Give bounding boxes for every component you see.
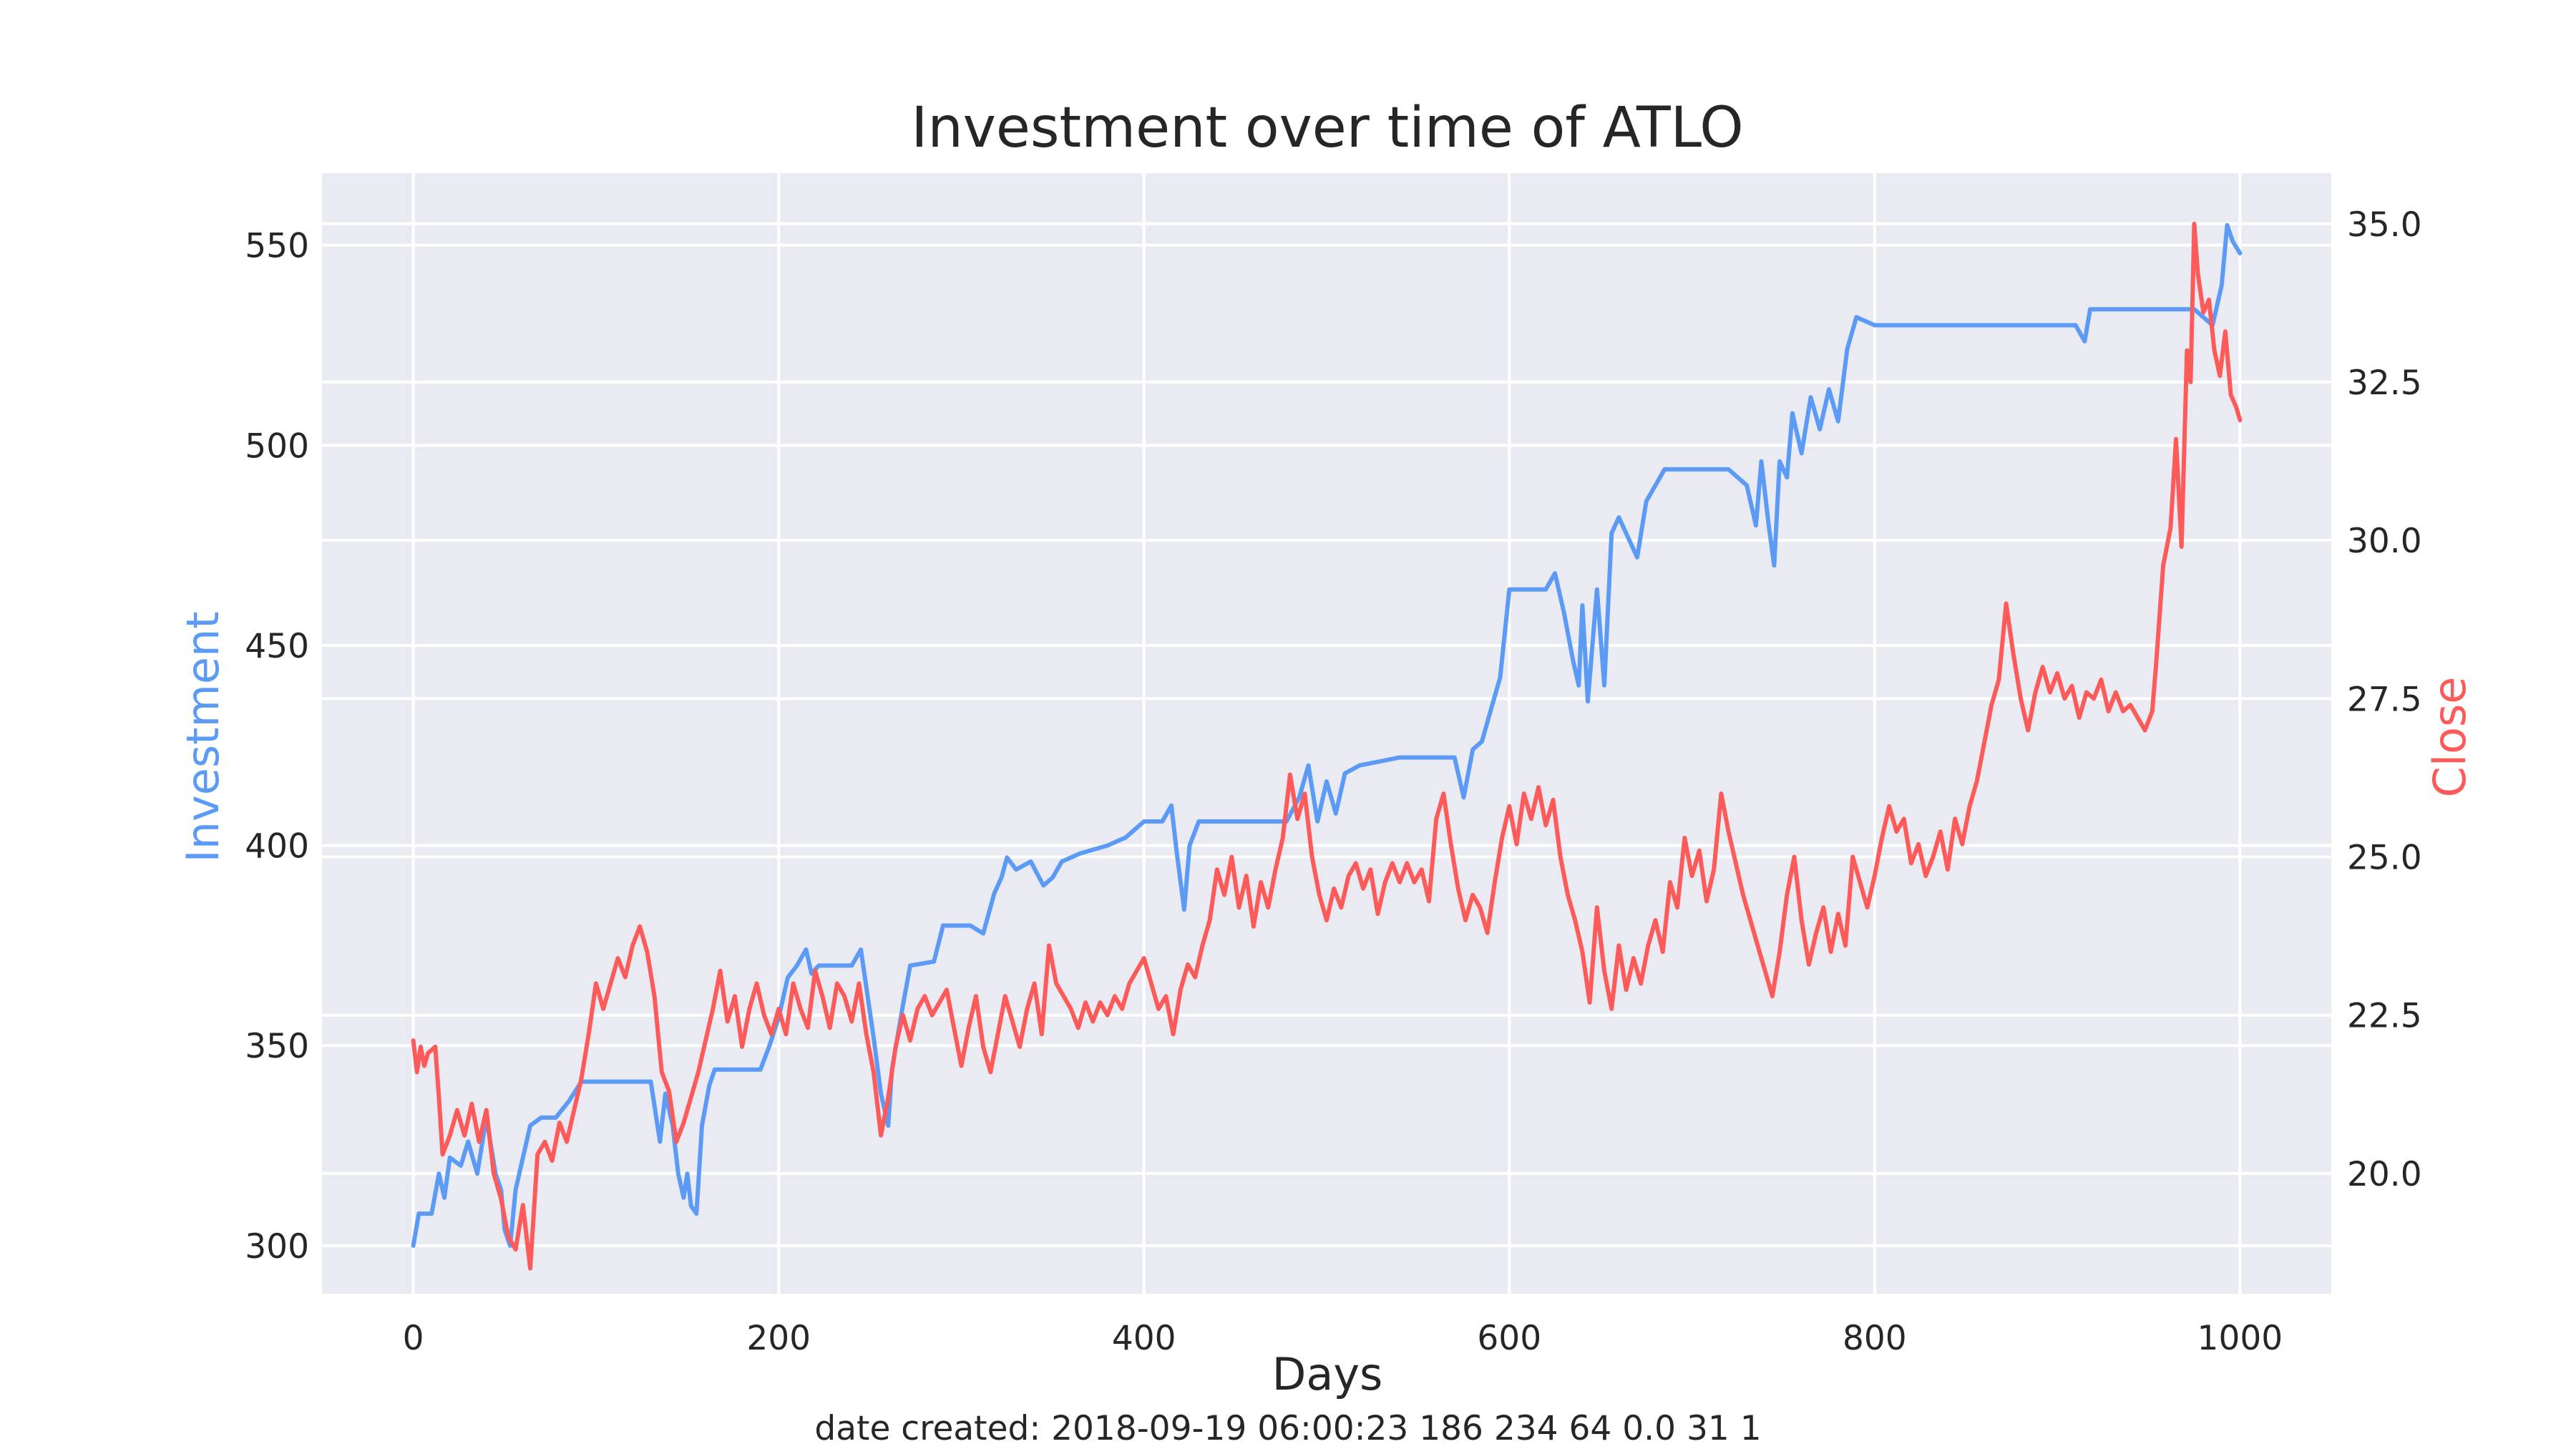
series-line-close <box>411 221 2243 1271</box>
x-tick-label: 600 <box>1477 1319 1541 1358</box>
series-line-investment <box>411 223 2243 1248</box>
plot-area <box>322 173 2331 1294</box>
left-tick-label: 300 <box>245 1227 309 1267</box>
right-tick-label: 32.5 <box>2347 364 2422 403</box>
x-tick-label: 200 <box>746 1319 811 1358</box>
right-tick-label: 35.0 <box>2347 205 2422 245</box>
right-tick-label: 27.5 <box>2347 680 2422 719</box>
x-tick-label: 400 <box>1112 1319 1176 1358</box>
footer-note: date created: 2018-09-19 06:00:23 186 23… <box>814 1409 1761 1448</box>
x-tick-labels: 0 200 400 600 800 1000 <box>403 1319 2283 1358</box>
x-tick-label: 800 <box>1843 1319 1907 1358</box>
left-tick-label: 350 <box>245 1027 309 1066</box>
right-tick-label: 30.0 <box>2347 522 2422 561</box>
x-tick-label: 1000 <box>2197 1319 2283 1358</box>
right-tick-label: 20.0 <box>2347 1155 2422 1194</box>
chart-title: Investment over time of ATLO <box>911 96 1743 160</box>
y-axis-label-right: Close <box>2424 677 2476 798</box>
y-axis-label-left: Investment <box>177 611 229 862</box>
left-tick-label: 550 <box>245 227 309 266</box>
left-tick-label: 500 <box>245 426 309 466</box>
x-axis-label: Days <box>1272 1348 1383 1400</box>
right-tick-label: 25.0 <box>2347 839 2422 878</box>
x-tick-label: 0 <box>403 1319 424 1358</box>
x-gridlines <box>411 173 2242 1294</box>
left-tick-labels: 300 350 400 450 500 550 <box>245 227 309 1267</box>
y-gridlines <box>322 222 2331 1247</box>
right-tick-label: 22.5 <box>2347 997 2422 1036</box>
series-layer <box>411 221 2243 1271</box>
left-tick-label: 400 <box>245 827 309 867</box>
right-tick-labels: 20.0 22.5 25.0 27.5 30.0 32.5 35.0 <box>2347 205 2422 1194</box>
left-tick-label: 450 <box>245 627 309 666</box>
